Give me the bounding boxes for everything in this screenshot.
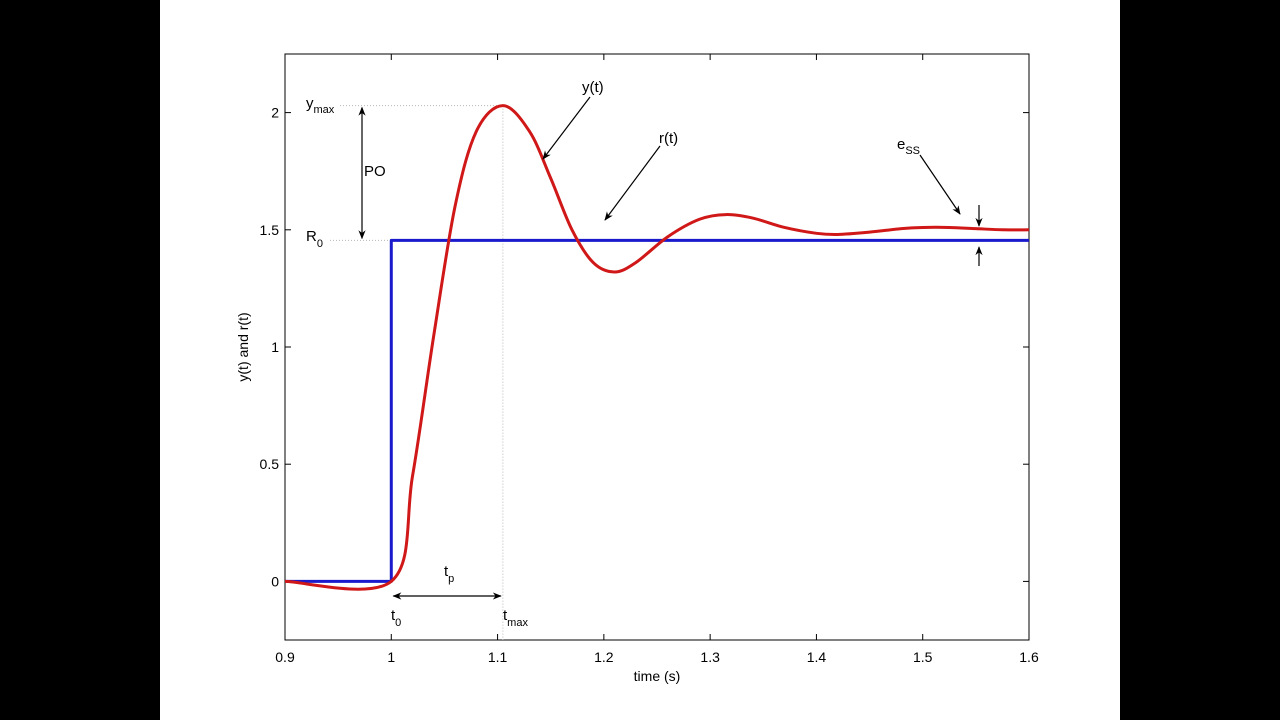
y-tick-label: 1 <box>271 339 279 355</box>
x-tick-label: 1.2 <box>594 649 614 665</box>
y-tick-label: 0.5 <box>260 456 280 472</box>
x-tick-label: 1 <box>387 649 395 665</box>
r-curve-pointer <box>604 145 661 221</box>
y-series-line <box>284 104 1030 591</box>
y-axis-label: y(t) and r(t) <box>235 312 251 381</box>
x-tick-label: 1.1 <box>488 649 508 665</box>
r-curve-label: r(t) <box>659 130 678 147</box>
x-tick-label: 1.4 <box>807 649 827 665</box>
y-tick-label: 2 <box>271 105 279 121</box>
y-tick-label: 0 <box>271 573 279 589</box>
guide-lines <box>330 105 504 640</box>
percent-overshoot-label: PO <box>364 163 386 180</box>
y-curve-pointer <box>542 96 591 160</box>
annotation-arrows <box>358 96 983 600</box>
y-tick-label: 1.5 <box>260 222 280 238</box>
x-tick-label: 0.9 <box>275 649 295 665</box>
x-tick-label: 1.3 <box>700 649 720 665</box>
ess-pointer <box>919 154 961 215</box>
plot-area <box>284 53 1030 641</box>
tmax-label: tmax <box>503 607 528 629</box>
steady-state-error-label: eSS <box>897 136 920 157</box>
x-tick-label: 1.5 <box>913 649 933 665</box>
ymax-label: ymax <box>306 95 335 116</box>
y-curve-label: y(t) <box>582 79 604 96</box>
step-response-chart: 0.9 1 1.1 1.2 1.3 1.4 1.5 1.6 0 0.5 1 1.5 2 time (s)… <box>235 53 1039 684</box>
series-layer <box>284 104 1030 591</box>
x-tick-label: 1.6 <box>1019 649 1039 665</box>
peak-time-label: tp <box>444 563 454 585</box>
x-axis-label: time (s) <box>634 668 681 684</box>
t0-label: t0 <box>391 607 401 629</box>
axis-ticks: 0.9 1 1.1 1.2 1.3 1.4 1.5 1.6 0 0.5 1 1.5 2 <box>260 54 1039 665</box>
r-series-line <box>285 238 1029 583</box>
figure-canvas: 0.9 1 1.1 1.2 1.3 1.4 1.5 1.6 0 0.5 1 1.5 2 time (s)… <box>160 0 1120 720</box>
r0-label: R0 <box>306 228 323 250</box>
